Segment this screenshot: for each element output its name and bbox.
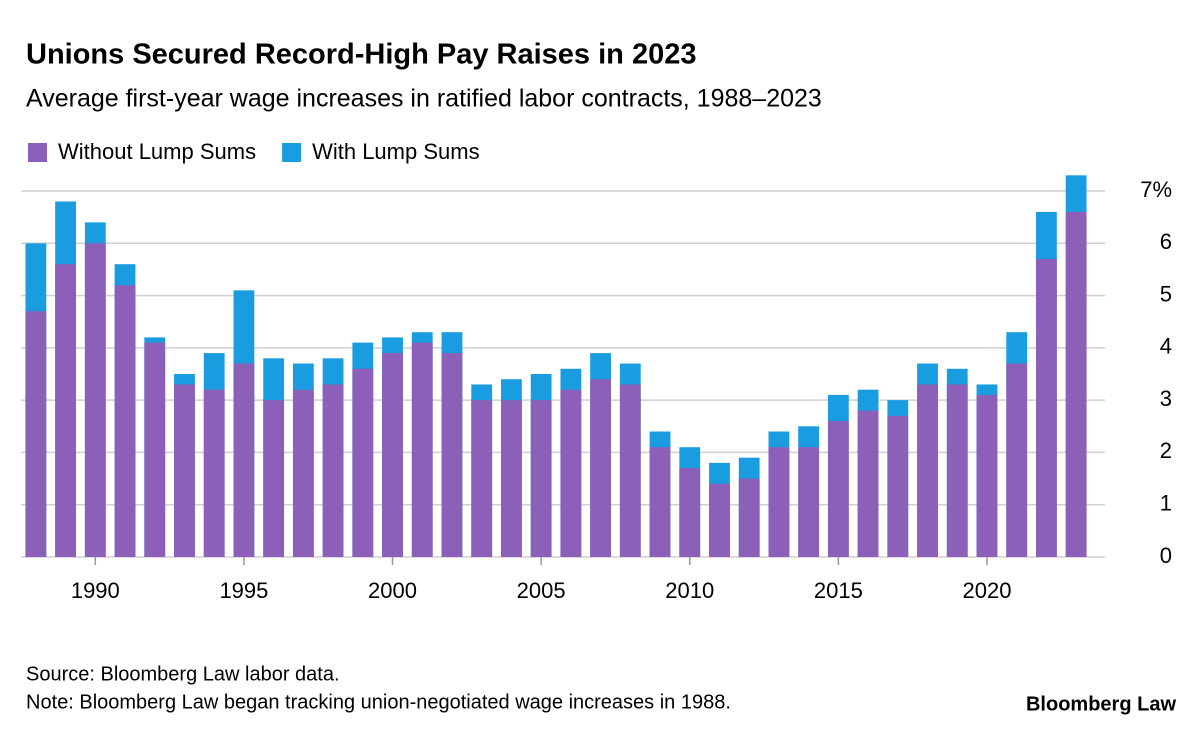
bar <box>233 363 255 557</box>
bar <box>1036 258 1057 557</box>
x-tick-label: 2005 <box>517 578 566 603</box>
y-tick-label: 0 <box>1160 543 1172 568</box>
x-tick-label: 1990 <box>71 578 120 603</box>
bar <box>441 353 463 557</box>
x-tick-label: 2015 <box>814 578 863 603</box>
y-tick-label: 7% <box>1140 177 1172 202</box>
x-tick-label: 2010 <box>665 578 714 603</box>
bar <box>946 384 968 557</box>
bar <box>352 368 374 557</box>
bar <box>144 342 166 557</box>
source: Source: Bloomberg Law labor data. <box>26 663 340 685</box>
legend-label: With Lump Sums <box>312 139 480 164</box>
bar <box>1006 363 1028 557</box>
bar <box>84 243 106 558</box>
bar <box>887 415 909 557</box>
bar <box>411 342 433 557</box>
bar <box>857 410 879 557</box>
bar <box>917 384 938 557</box>
y-tick-label: 2 <box>1160 438 1172 463</box>
brand: Bloomberg Law <box>1026 693 1176 715</box>
y-tick-label: 6 <box>1160 229 1172 254</box>
bar <box>55 264 76 557</box>
bar <box>798 447 820 557</box>
y-tick-label: 3 <box>1160 386 1172 411</box>
bar <box>619 384 641 557</box>
bar <box>590 379 611 557</box>
y-tick-label: 1 <box>1160 491 1172 516</box>
x-tick-label: 2000 <box>368 578 417 603</box>
bar <box>471 400 493 557</box>
chart-subtitle: Average first-year wage increases in rat… <box>26 85 822 113</box>
bar <box>827 421 849 557</box>
bar <box>292 389 314 557</box>
bar <box>1065 211 1087 557</box>
y-tick-label: 5 <box>1160 281 1172 306</box>
bar <box>501 400 522 557</box>
bar <box>768 447 790 557</box>
bar <box>560 389 582 557</box>
bar <box>530 400 552 557</box>
bar <box>263 400 285 557</box>
bar <box>203 389 225 557</box>
bar <box>709 483 730 557</box>
bar <box>174 384 195 557</box>
bar <box>649 447 671 557</box>
note: Note: Bloomberg Law began tracking union… <box>26 691 731 713</box>
x-tick-label: 1995 <box>219 578 268 603</box>
legend-swatch <box>28 143 47 162</box>
legend-label: Without Lump Sums <box>58 139 256 164</box>
bar <box>976 394 998 557</box>
chart-title: Unions Secured Record-High Pay Raises in… <box>26 39 696 71</box>
bar <box>738 478 760 557</box>
y-tick-label: 4 <box>1160 334 1172 359</box>
bar <box>25 311 47 557</box>
bar <box>322 384 344 557</box>
x-tick-label: 2020 <box>962 578 1011 603</box>
bar <box>679 468 701 557</box>
bar <box>382 353 403 557</box>
bar <box>114 285 136 557</box>
legend-swatch <box>282 143 302 162</box>
